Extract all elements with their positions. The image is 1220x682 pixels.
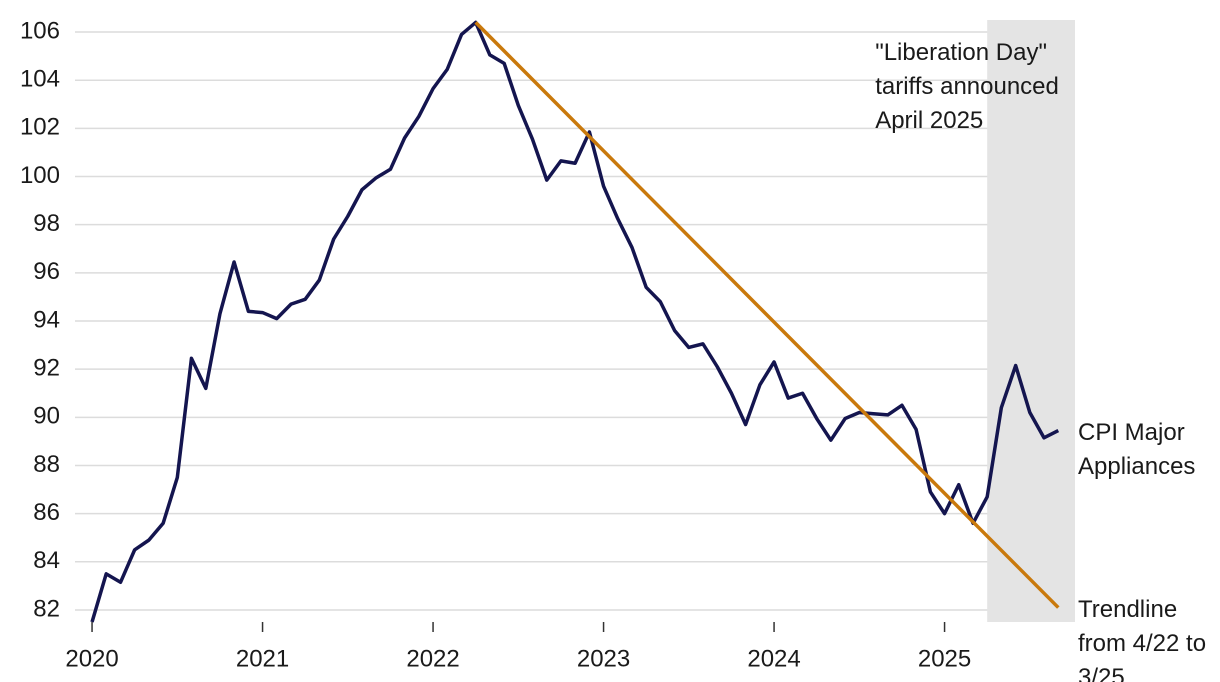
y-tick-label: 94 <box>33 306 60 333</box>
y-tick-label: 84 <box>33 547 60 574</box>
y-tick-label: 102 <box>20 114 60 141</box>
y-tick-label: 98 <box>33 210 60 237</box>
y-tick-label: 90 <box>33 403 60 430</box>
y-tick-label: 106 <box>20 17 60 44</box>
x-tick-label: 2024 <box>747 645 800 672</box>
y-tick-label: 88 <box>33 451 60 478</box>
annotation: "Liberation Day" tariffs announced April… <box>875 39 1059 134</box>
y-tick-label: 100 <box>20 162 60 189</box>
series-line <box>90 20 1060 623</box>
y-tick-label: 92 <box>33 355 60 382</box>
y-tick-label: 104 <box>20 66 60 93</box>
y-tick-label: 82 <box>33 595 60 622</box>
x-tick-label: 2020 <box>65 645 118 672</box>
x-tick-label: 2021 <box>236 645 289 672</box>
x-tick-label: 2025 <box>918 645 971 672</box>
series-label: Trendline from 4/22 to 3/25 <box>1078 595 1207 682</box>
y-tick-label: 96 <box>33 258 60 285</box>
x-tick-label: 2022 <box>406 645 459 672</box>
shaded-period <box>987 20 1075 622</box>
series-label: CPI Major Appliances <box>1078 418 1196 480</box>
series-line <box>474 21 1060 609</box>
x-tick-label: 2023 <box>577 645 630 672</box>
y-tick-label: 86 <box>33 499 60 526</box>
